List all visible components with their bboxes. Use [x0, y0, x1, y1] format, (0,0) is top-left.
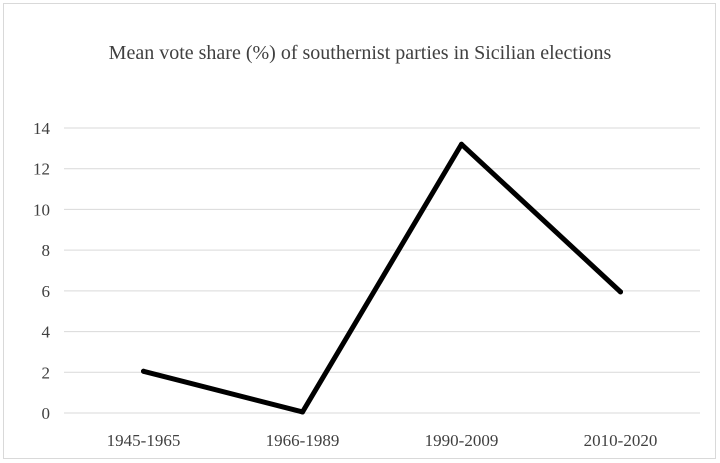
- y-axis-tick-labels: 0 2 4 6 8 10 12 14: [33, 119, 51, 423]
- data-point-0-1: [300, 409, 305, 415]
- x-tick-label-1: 1966-1989: [266, 431, 340, 450]
- y-tick-label-8: 8: [42, 241, 51, 260]
- gridlines: [64, 127, 700, 414]
- y-tick-label-2: 2: [42, 363, 51, 382]
- y-tick-label-14: 14: [33, 119, 51, 138]
- data-point-0-2: [459, 141, 464, 147]
- x-axis-tick-labels: 1945-1965 1966-1989 1990-2009 2010-2020: [107, 431, 658, 450]
- data-point-0-3: [618, 289, 623, 295]
- data-point-0-0: [141, 368, 146, 374]
- x-tick-label-0: 1945-1965: [107, 431, 181, 450]
- x-tick-label-3: 2010-2020: [584, 431, 658, 450]
- y-tick-label-0: 0: [42, 404, 51, 423]
- y-tick-label-6: 6: [42, 282, 51, 301]
- y-tick-label-10: 10: [33, 200, 50, 219]
- y-tick-label-4: 4: [42, 323, 51, 342]
- chart-title: Mean vote share (%) of southernist parti…: [108, 42, 612, 64]
- y-tick-label-12: 12: [33, 160, 50, 179]
- chart-frame: [3, 3, 716, 459]
- series-layer: [141, 141, 623, 415]
- series-line-0: [141, 141, 623, 415]
- x-tick-label-2: 1990-2009: [425, 431, 499, 450]
